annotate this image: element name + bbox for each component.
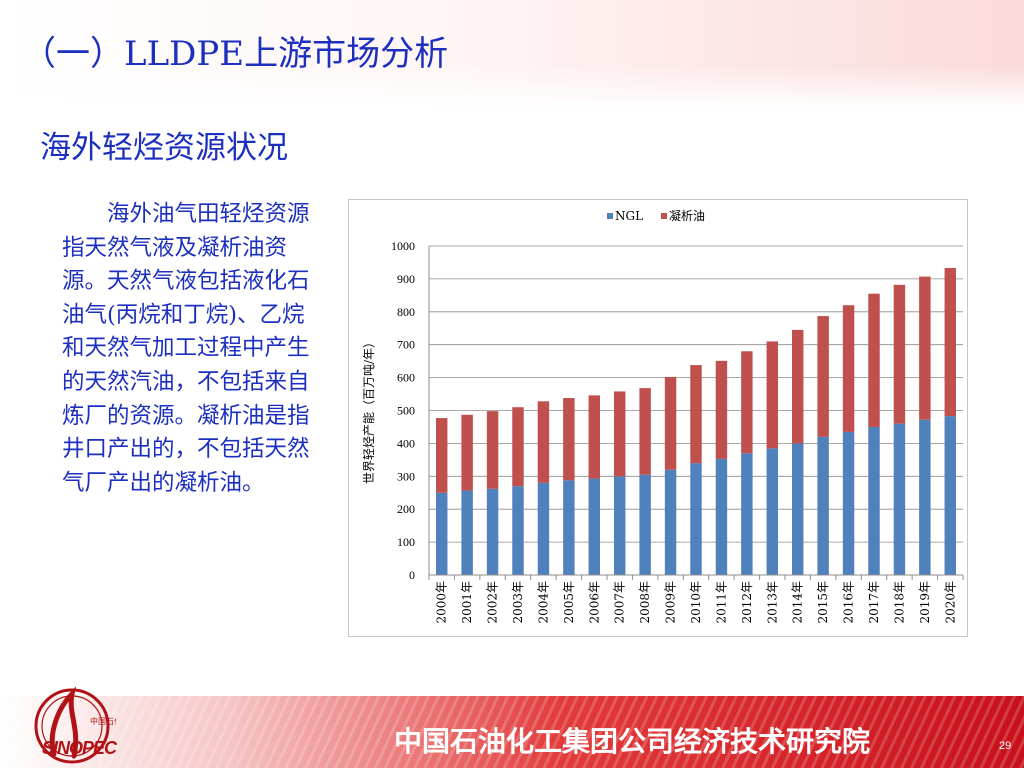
x-tick-labels: 2000年 2001年 2002年 2003年 2004年 2005年 2006年 2007年… bbox=[435, 581, 958, 624]
bar-ngl bbox=[435, 492, 448, 575]
legend-swatch bbox=[607, 213, 613, 219]
bar-condensate bbox=[563, 397, 575, 481]
bar-ngl bbox=[817, 436, 829, 575]
y-tick-label: 0 bbox=[409, 568, 415, 582]
y-tick-label: 800 bbox=[397, 305, 415, 319]
x-tick-label: 2016年 bbox=[842, 581, 856, 624]
bar-condensate bbox=[715, 360, 728, 459]
x-tick-label: 2014年 bbox=[791, 581, 805, 624]
bar-ngl bbox=[461, 490, 473, 575]
bar-ngl bbox=[766, 448, 779, 575]
x-tick-label: 2020年 bbox=[943, 581, 957, 624]
bar-condensate bbox=[435, 418, 448, 493]
y-tick-label: 700 bbox=[397, 338, 415, 352]
legend-label: 凝析油 bbox=[669, 208, 705, 223]
x-tick-label: 2000年 bbox=[435, 581, 449, 624]
x-tick-label: 2002年 bbox=[486, 581, 500, 624]
bars bbox=[435, 268, 957, 575]
y-tick-label: 500 bbox=[397, 404, 415, 418]
bar-condensate bbox=[613, 391, 626, 477]
x-tick-label: 2019年 bbox=[918, 581, 932, 624]
bar-condensate bbox=[766, 341, 779, 449]
bar-condensate bbox=[944, 268, 957, 417]
axes bbox=[428, 246, 964, 580]
bar-ngl bbox=[664, 469, 677, 575]
x-tick-label: 2012年 bbox=[740, 581, 754, 624]
legend-swatch bbox=[661, 213, 667, 219]
x-tick-label: 2010年 bbox=[689, 581, 703, 624]
bar-ngl bbox=[741, 453, 753, 575]
y-tick-label: 300 bbox=[397, 469, 415, 483]
bar-condensate bbox=[588, 395, 601, 479]
x-tick-label: 2007年 bbox=[613, 581, 627, 624]
bar-condensate bbox=[486, 411, 499, 489]
organization-name: 中国石油化工集团公司经济技术研究院 bbox=[394, 725, 871, 758]
bar-ngl bbox=[690, 463, 702, 575]
body-paragraph: 海外油气田轻烃资源指天然气液及凝析油资源。天然气液包括液化石油气(丙烷和丁烷)、… bbox=[62, 201, 310, 496]
bar-ngl bbox=[486, 488, 499, 575]
bar-ngl bbox=[613, 476, 626, 575]
bar-ngl bbox=[639, 474, 651, 575]
x-tick-label: 2004年 bbox=[536, 581, 550, 624]
x-tick-label: 2001年 bbox=[460, 581, 474, 624]
x-tick-label: 2011年 bbox=[714, 581, 728, 624]
x-tick-label: 2013年 bbox=[765, 581, 779, 624]
bar-condensate bbox=[791, 329, 804, 444]
bar-condensate bbox=[741, 351, 753, 454]
bar-condensate bbox=[919, 276, 931, 420]
y-tick-label: 600 bbox=[397, 371, 415, 385]
bar-ngl bbox=[791, 443, 804, 575]
y-tick-label: 400 bbox=[397, 436, 415, 450]
bar-ngl bbox=[944, 416, 957, 575]
chart-panel: 0 100 200 300 400 500 600 700 800 900 1000 2000年 20… bbox=[348, 199, 968, 637]
logo-wordmark: SINOPEC bbox=[42, 738, 117, 758]
y-tick-labels: 0 100 200 300 400 500 600 700 800 900 1000 bbox=[391, 239, 415, 582]
x-tick-label: 2009年 bbox=[664, 581, 678, 624]
bar-ngl bbox=[563, 480, 575, 575]
page-number: 29 bbox=[999, 740, 1012, 752]
x-tick-label: 2006年 bbox=[587, 581, 601, 624]
slide-title: （一）LLDPE上游市场分析 bbox=[22, 34, 449, 74]
bar-condensate bbox=[817, 316, 829, 437]
bar-ngl bbox=[893, 423, 906, 575]
bar-condensate bbox=[664, 376, 677, 470]
footer-band bbox=[0, 696, 1024, 768]
header-background bbox=[0, 0, 1024, 108]
bar-condensate bbox=[842, 305, 855, 432]
bar-ngl bbox=[842, 431, 855, 575]
bar-condensate bbox=[690, 365, 702, 464]
x-tick-label: 2008年 bbox=[638, 581, 652, 624]
legend: NGL 凝析油 bbox=[607, 208, 705, 223]
section-title: 海外轻烃资源状况 bbox=[40, 130, 288, 166]
bar-condensate bbox=[868, 293, 880, 427]
bar-ngl bbox=[868, 426, 880, 575]
bar-condensate bbox=[893, 284, 906, 424]
logo-chinese-text: 中国石化 bbox=[90, 716, 116, 726]
y-tick-label: 100 bbox=[397, 535, 415, 549]
x-tick-label: 2005年 bbox=[562, 581, 576, 624]
x-tick-label: 2015年 bbox=[816, 581, 830, 624]
bar-ngl bbox=[588, 478, 601, 575]
bar-ngl bbox=[512, 486, 524, 575]
y-tick-label: 900 bbox=[397, 272, 415, 286]
bar-condensate bbox=[461, 414, 473, 491]
y-axis-title: 世界轻烃产能（百万吨/年） bbox=[362, 336, 376, 484]
y-tick-label: 1000 bbox=[391, 239, 415, 253]
x-tick-label: 2017年 bbox=[867, 581, 881, 624]
bar-condensate bbox=[512, 407, 524, 487]
bar-condensate bbox=[639, 388, 651, 475]
y-tick-label: 200 bbox=[397, 502, 415, 516]
x-tick-label: 2018年 bbox=[892, 581, 906, 624]
bar-ngl bbox=[919, 419, 931, 575]
sinopec-logo: 中国石化 bbox=[34, 686, 116, 764]
bar-ngl bbox=[715, 458, 728, 575]
bar-condensate bbox=[537, 401, 550, 483]
bar-ngl bbox=[537, 482, 550, 575]
legend-label: NGL bbox=[615, 209, 643, 223]
x-tick-label: 2003年 bbox=[511, 581, 525, 624]
